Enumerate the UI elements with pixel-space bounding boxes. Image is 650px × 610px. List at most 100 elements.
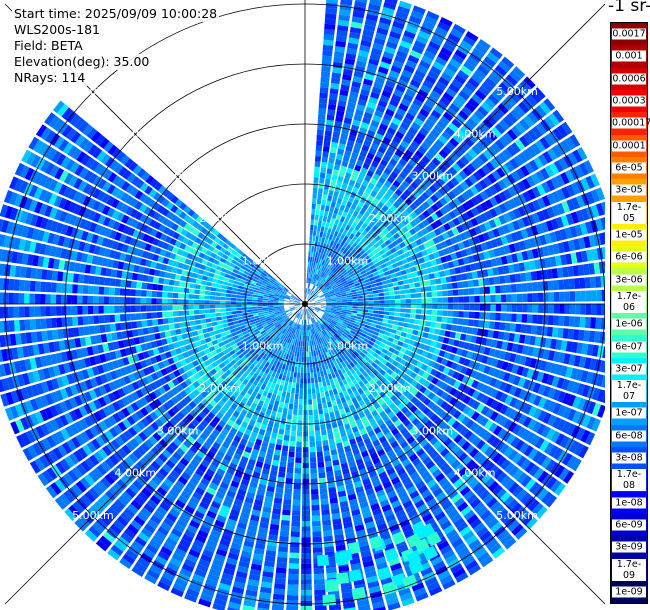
data-gate [319, 172, 326, 179]
data-gate [549, 256, 557, 267]
data-gate [585, 371, 594, 384]
data-gate [543, 292, 549, 302]
data-gate [383, 315, 389, 320]
data-gate [329, 280, 335, 285]
data-gate [300, 367, 304, 373]
data-gate [464, 137, 475, 148]
data-gate [313, 246, 317, 253]
data-gate [374, 252, 381, 259]
data-gate [389, 184, 398, 192]
data-gate [323, 227, 329, 233]
data-gate [298, 404, 303, 410]
data-gate [493, 182, 503, 193]
data-gate [441, 130, 452, 141]
data-gate [521, 283, 528, 292]
data-gate [418, 204, 426, 213]
data-gate [283, 493, 292, 500]
data-gate [580, 370, 589, 383]
data-gate [281, 413, 287, 419]
data-gate [331, 259, 336, 266]
data-gate [546, 179, 556, 192]
data-gate [368, 309, 374, 313]
data-gate [442, 303, 449, 310]
data-gate [571, 197, 581, 210]
data-gate [395, 84, 406, 93]
data-gate [560, 340, 568, 352]
data-gate [357, 301, 364, 304]
data-gate [313, 257, 317, 263]
data-gate [320, 498, 329, 505]
data-gate [275, 572, 287, 579]
data-gate [461, 222, 469, 231]
data-gate [399, 74, 411, 84]
data-gate [292, 377, 297, 383]
data-gate [536, 210, 546, 222]
data-gate [475, 204, 484, 214]
data-gate [383, 311, 390, 316]
data-gate [457, 241, 465, 250]
data-gate [311, 489, 319, 495]
data-gate [494, 139, 506, 151]
data-gate [420, 262, 427, 270]
data-gate [382, 136, 392, 145]
data-gate [387, 145, 397, 154]
data-gate [456, 159, 466, 169]
data-gate [374, 213, 382, 221]
data-gate [410, 103, 421, 112]
data-gate [489, 312, 496, 321]
data-gate [430, 194, 439, 203]
data-gate [288, 365, 292, 372]
data-gate [315, 236, 319, 242]
data-gate [389, 295, 395, 300]
data-gate [426, 206, 435, 215]
data-gate [370, 210, 378, 217]
data-gate [363, 264, 370, 270]
data-gate [320, 204, 326, 211]
data-gate [409, 228, 417, 236]
data-gate [394, 188, 403, 197]
data-gate [306, 351, 309, 357]
data-gate [374, 235, 382, 242]
data-gate [335, 35, 347, 43]
data-gate [556, 188, 566, 201]
data-gate [565, 213, 575, 226]
data-gate [383, 288, 389, 293]
data-gate [309, 298, 315, 302]
data-gate [299, 393, 303, 400]
data-gate [280, 520, 290, 527]
data-gate [550, 338, 557, 350]
data-gate [284, 488, 293, 495]
data-gate [345, 288, 351, 292]
data-gate [512, 66, 526, 79]
data-gate [507, 222, 516, 233]
data-gate [444, 203, 453, 213]
data-gate [363, 139, 372, 148]
data-gate [325, 268, 330, 274]
data-gate [360, 39, 372, 48]
data-gate [426, 309, 433, 315]
data-gate [378, 66, 389, 75]
data-gate [371, 283, 377, 288]
data-gate [452, 217, 461, 226]
data-gate [408, 15, 422, 25]
data-gate [470, 335, 477, 344]
data-gate [321, 260, 326, 266]
data-gate [372, 271, 379, 277]
data-gate [293, 489, 301, 495]
data-gate [290, 393, 295, 399]
data-gate [352, 308, 358, 311]
data-gate [391, 117, 402, 126]
data-gate [442, 297, 449, 303]
data-gate [525, 227, 534, 238]
data-gate [307, 288, 309, 294]
data-gate [290, 531, 300, 538]
data-gate [385, 260, 392, 267]
data-gate [550, 176, 561, 189]
data-gate [357, 201, 364, 208]
data-gate [515, 168, 526, 180]
data-gate [469, 296, 475, 303]
data-gate [379, 95, 390, 103]
data-gate [408, 236, 416, 243]
data-gate [578, 329, 585, 341]
